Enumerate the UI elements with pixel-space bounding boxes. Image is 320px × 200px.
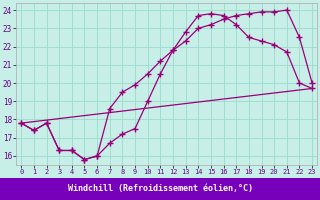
- Text: Windchill (Refroidissement éolien,°C): Windchill (Refroidissement éolien,°C): [68, 184, 252, 194]
